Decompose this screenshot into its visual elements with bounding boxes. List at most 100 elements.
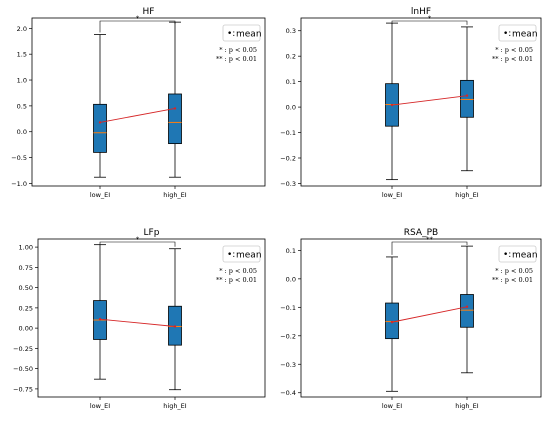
y-tick-label: 1.00 (19, 244, 33, 252)
y-tick-label: 0.1 (286, 247, 296, 255)
legend-label: mean (236, 251, 262, 261)
chart-title: LFp (144, 228, 160, 238)
mean-point (98, 121, 102, 124)
legend-box (498, 24, 537, 42)
significance-bracket (99, 241, 176, 247)
y-tick-label: 1.5 (17, 51, 27, 59)
y-tick-label: −0.50 (13, 365, 33, 373)
y-tick-label: −1.0 (11, 180, 27, 188)
iqr-box (93, 103, 107, 153)
mean-point (465, 305, 469, 308)
iqr-box (460, 79, 474, 118)
y-tick-label: −0.25 (13, 345, 33, 353)
mean-line (99, 318, 176, 327)
legend-box (222, 24, 261, 42)
y-tick-label: 0.5 (17, 102, 27, 110)
y-tick-label: 0.75 (19, 264, 33, 272)
y-tick-label: −0.3 (280, 361, 296, 369)
y-tick-label: 0.3 (286, 27, 296, 35)
panel-hf: HF −1.0 −0.5 0.0 0.5 1.0 1.5 2.0 low_EI high_EI * •… (11, 7, 266, 199)
mean-line (391, 95, 468, 106)
mean-point (173, 107, 177, 110)
axes-frame (300, 238, 542, 398)
legend-marker-icon: •: (227, 29, 235, 39)
box-high-ei (168, 248, 182, 391)
significance-label: * (136, 15, 140, 23)
y-tick-label: −0.75 (13, 385, 33, 393)
x-tick-label: high_EI (455, 402, 479, 410)
mean-point (465, 94, 469, 97)
box-high-ei (460, 26, 474, 172)
mean-point (390, 103, 394, 107)
significance-bracket (391, 241, 468, 255)
y-tick-label: −0.1 (280, 129, 296, 137)
mean-point (173, 325, 177, 328)
y-tick-label: 0.1 (286, 78, 296, 86)
box-low-ei (93, 244, 107, 380)
panel-rsa-pb: RSA_PB −0.4 −0.3 −0.2 −0.1 0.0 0.1 low_EI high_E… (280, 228, 542, 410)
y-tick-label: 2.0 (17, 25, 27, 33)
x-tick-label: low_EI (382, 191, 402, 199)
significance-note: * : p < 0.05 (219, 267, 257, 275)
significance-note: * : p < 0.05 (495, 267, 533, 275)
legend-marker-icon: •: (503, 250, 511, 260)
legend-marker-icon: •: (227, 250, 235, 260)
legend-label: mean (512, 251, 538, 261)
mean-point (390, 320, 394, 324)
y-tick-label: 1.0 (17, 77, 27, 85)
y-tick-label: −0.2 (280, 332, 296, 340)
y-tick-label: 0.0 (286, 275, 296, 283)
box-low-ei (385, 22, 399, 181)
x-tick-label: low_EI (90, 402, 110, 410)
iqr-box (168, 93, 182, 145)
significance-note: ** : p < 0.01 (492, 55, 533, 63)
iqr-box (460, 294, 474, 328)
x-tick-label: high_EI (455, 191, 479, 199)
chart-title: HF (143, 7, 155, 17)
y-tick-label: −0.2 (280, 155, 296, 163)
significance-note: * : p < 0.05 (219, 46, 257, 54)
axes-frame (31, 17, 266, 187)
chart-title: RSA_PB (404, 228, 438, 238)
box-high-ei (168, 21, 182, 178)
significance-note: ** : p < 0.01 (216, 55, 257, 63)
legend-marker-icon: •: (503, 29, 511, 39)
x-tick-label: high_EI (163, 191, 187, 199)
mean-line (99, 108, 176, 123)
significance-bracket (99, 20, 176, 33)
significance-label: * (428, 15, 432, 23)
legend-box (222, 245, 261, 263)
y-tick-label: −0.4 (280, 389, 296, 397)
significance-note: ** : p < 0.01 (216, 276, 257, 284)
y-tick-label: 0.00 (19, 325, 33, 333)
box-low-ei (385, 256, 399, 392)
x-tick-label: low_EI (382, 402, 402, 410)
panel-lnhf: lnHF −0.3 −0.2 −0.1 0.0 0.1 0.2 0.3 low_EI high_E… (280, 7, 542, 199)
axes-frame (37, 238, 266, 398)
significance-note: ** : p < 0.01 (492, 276, 533, 284)
y-tick-label: 0.50 (19, 284, 33, 292)
y-tick-label: −0.5 (11, 154, 27, 162)
legend-label: mean (512, 30, 538, 40)
y-tick-label: −0.3 (280, 180, 296, 188)
mean-line (391, 306, 468, 323)
mean-point (98, 318, 102, 321)
box-high-ei (460, 245, 474, 374)
chart-title: lnHF (411, 7, 431, 17)
legend-label: mean (236, 30, 262, 40)
legend-box (498, 245, 537, 263)
panel-lfp: LFp −0.75 −0.50 −0.25 0.00 0.25 0.50 0.75 1.00 lo… (13, 228, 266, 410)
significance-label: ** (426, 236, 434, 244)
y-tick-label: 0.0 (17, 128, 27, 136)
significance-label: * (136, 236, 140, 244)
y-tick-label: 0.0 (286, 104, 296, 112)
box-low-ei (93, 34, 107, 178)
significance-note: * : p < 0.05 (495, 46, 533, 54)
x-tick-label: high_EI (163, 402, 187, 410)
axes-frame (300, 17, 542, 187)
y-tick-label: 0.25 (19, 304, 33, 312)
significance-bracket (391, 20, 468, 25)
y-tick-label: −0.1 (280, 304, 296, 312)
y-tick-label: 0.2 (286, 53, 296, 61)
